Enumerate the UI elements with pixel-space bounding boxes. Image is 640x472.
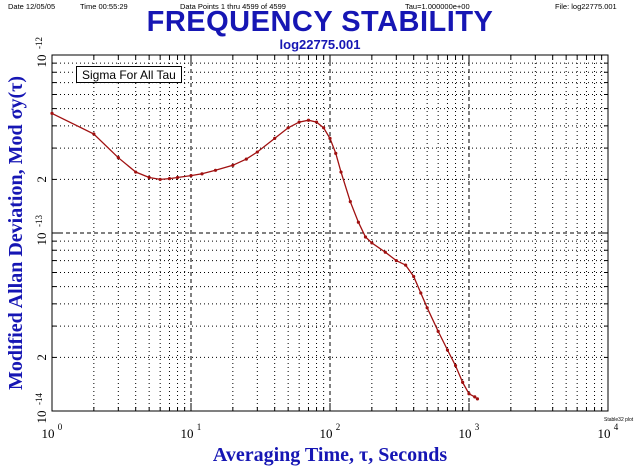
data-point (50, 111, 54, 115)
data-point (370, 241, 374, 245)
y-tick-label: 10 (34, 55, 49, 68)
header-file: File: log22775.001 (555, 2, 617, 11)
y-minor-label: 2 (34, 176, 49, 183)
data-point (475, 397, 480, 401)
data-point (306, 118, 311, 122)
data-point (412, 274, 416, 279)
y-axis-title: Modified Allan Deviation, Mod σy(τ) (5, 76, 27, 390)
data-point (213, 168, 218, 172)
x-tick-exponent: 4 (614, 422, 619, 432)
x-tick-exponent: 1 (197, 422, 202, 432)
data-point (322, 126, 326, 130)
data-point (92, 132, 96, 136)
data-point (473, 395, 477, 399)
x-tick-labels: 10 0 10 1 10 2 10 3 10 4 (42, 422, 619, 441)
x-tick-label: 10 (459, 426, 472, 441)
data-point (467, 392, 471, 396)
y-tick-label: 10 (34, 233, 49, 246)
x-tick-label: 10 (181, 426, 194, 441)
data-point (436, 329, 440, 334)
grid-lines (52, 55, 608, 411)
data-point (404, 263, 408, 267)
data-point (314, 120, 319, 124)
data-point (339, 170, 343, 174)
data-point (147, 175, 151, 180)
x-tick-label: 10 (42, 426, 55, 441)
header-date: Date 12/05/05 (8, 2, 56, 11)
data-point (328, 136, 332, 140)
chart-subtitle: log22775.001 (279, 37, 361, 52)
chart-title: FREQUENCY STABILITY (146, 6, 494, 38)
y-minor-label: 2 (34, 354, 49, 361)
data-point (394, 258, 398, 263)
x-axis-title: Averaging Time, τ, Seconds (213, 444, 447, 466)
data-point (419, 291, 423, 295)
header-tau: Tau=1.000000e+00 (405, 2, 470, 11)
data-point (134, 170, 138, 174)
data-point (453, 363, 458, 368)
data-point (116, 156, 120, 160)
data-point (167, 177, 172, 181)
data-point (445, 348, 450, 352)
data-point (363, 235, 368, 239)
data-point (255, 150, 259, 154)
x-tick-exponent: 3 (475, 422, 480, 432)
header-time: Time 00:55:29 (80, 2, 128, 11)
y-tick-label: 10 (34, 411, 49, 424)
series-line (51, 112, 478, 400)
x-tick-label: 10 (598, 426, 611, 441)
data-point (200, 172, 204, 176)
data-point (189, 174, 193, 178)
y-tick-exponent: -12 (34, 37, 44, 49)
data-point (383, 250, 387, 254)
x-tick-label: 10 (320, 426, 333, 441)
credit-text: Stable32 plot (604, 417, 634, 423)
x-tick-exponent: 2 (336, 422, 341, 432)
data-point (461, 380, 465, 384)
data-point (244, 157, 248, 161)
axis-ticks (52, 55, 608, 411)
x-tick-exponent: 0 (58, 422, 63, 432)
y-tick-labels: 10 -12 10 -13 10 -14 2 2 (34, 37, 49, 424)
data-point (273, 136, 277, 140)
data-point (231, 163, 235, 167)
header-data-points: Data Points 1 thru 4599 of 4599 (180, 2, 286, 11)
data-point (425, 306, 429, 310)
data-point (348, 200, 352, 204)
data-point (356, 220, 360, 224)
legend-box: Sigma For All Tau (76, 66, 182, 83)
data-point (286, 126, 290, 130)
y-tick-exponent: -13 (34, 215, 44, 227)
data-point (158, 177, 162, 182)
data-point (334, 151, 338, 156)
series-markers (50, 111, 480, 401)
y-tick-exponent: -14 (34, 393, 44, 405)
data-point (297, 120, 301, 124)
data-point (175, 175, 180, 180)
